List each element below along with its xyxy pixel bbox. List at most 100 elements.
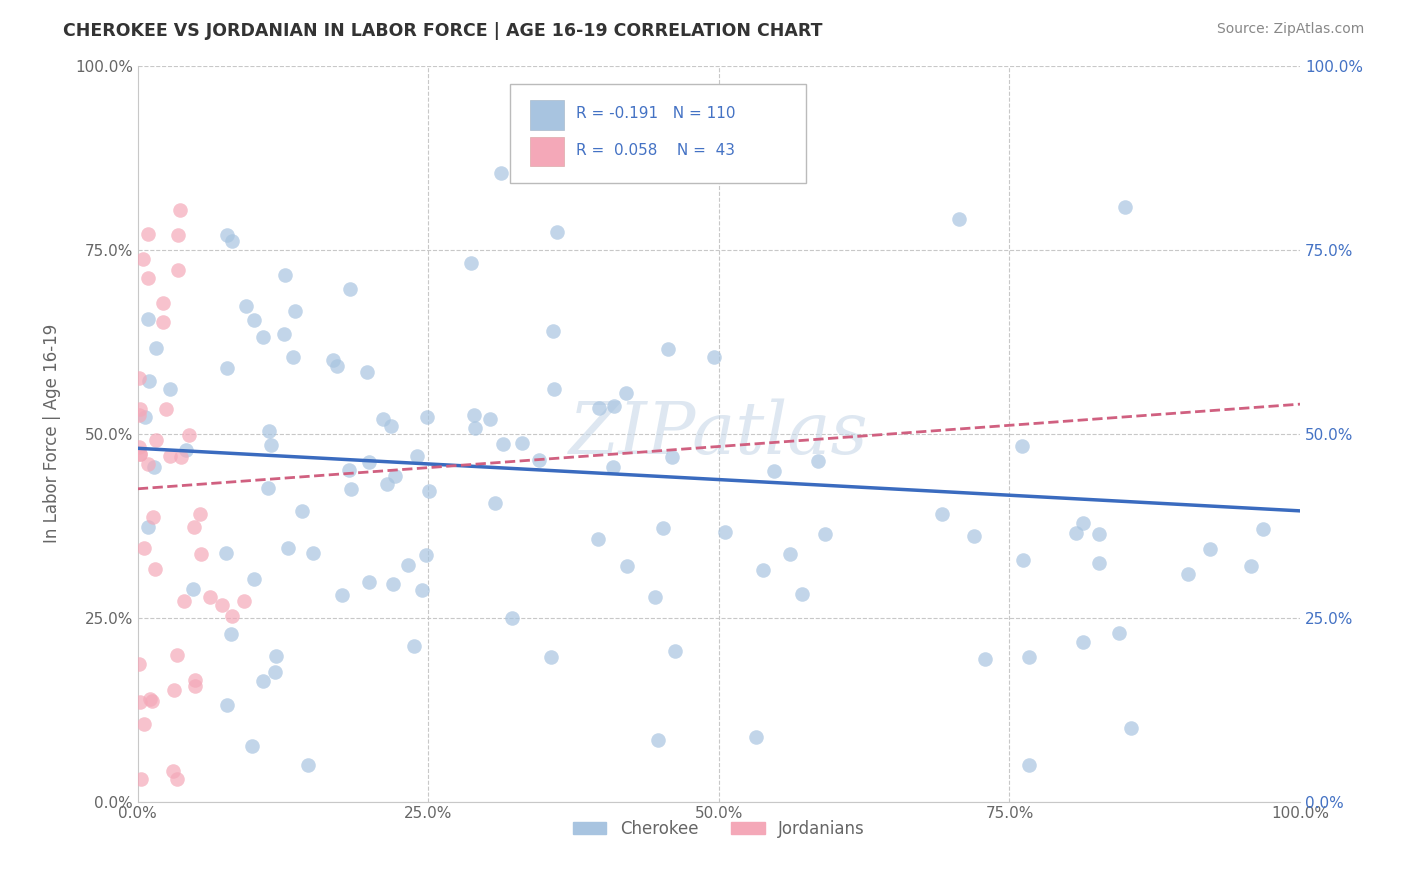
Point — [273, 326, 295, 341]
Point — [139, 692, 162, 706]
Point — [402, 640, 425, 654]
Point — [179, 427, 201, 442]
Point — [381, 577, 404, 591]
Text: R =  0.058    N =  43: R = 0.058 N = 43 — [576, 143, 735, 158]
Point — [166, 262, 188, 277]
Point — [463, 421, 485, 435]
Point — [170, 450, 193, 464]
Point — [252, 329, 274, 343]
Point — [326, 359, 349, 373]
Text: CHEROKEE VS JORDANIAN IN LABOR FORCE | AGE 16-19 CORRELATION CHART: CHEROKEE VS JORDANIAN IN LABOR FORCE | A… — [63, 22, 823, 40]
Point — [586, 532, 609, 546]
Text: Source: ZipAtlas.com: Source: ZipAtlas.com — [1216, 22, 1364, 37]
Point — [460, 256, 482, 270]
Point — [143, 561, 166, 575]
Point — [217, 361, 239, 376]
Point — [657, 343, 679, 357]
Point — [1199, 542, 1222, 557]
Point — [948, 211, 970, 226]
Point — [1064, 525, 1087, 540]
Point — [337, 463, 360, 477]
Point — [652, 521, 675, 535]
Point — [484, 496, 506, 510]
Point — [159, 449, 181, 463]
Point — [162, 764, 184, 779]
Point — [128, 447, 150, 461]
Point — [974, 652, 997, 666]
Point — [380, 419, 402, 434]
Point — [703, 350, 725, 364]
Text: ZIPatlas: ZIPatlas — [569, 399, 869, 469]
Point — [1073, 516, 1095, 531]
Point — [405, 449, 427, 463]
Point — [492, 436, 515, 450]
Point — [375, 477, 398, 491]
Point — [616, 558, 638, 573]
Point — [188, 508, 211, 522]
Point — [242, 312, 264, 326]
Point — [1088, 527, 1111, 541]
Point — [136, 457, 159, 471]
Point — [142, 459, 165, 474]
Point — [543, 382, 565, 396]
Point — [217, 698, 239, 712]
Point — [252, 674, 274, 689]
Y-axis label: In Labor Force | Age 16-19: In Labor Force | Age 16-19 — [44, 324, 60, 543]
Point — [167, 228, 190, 243]
Point — [463, 408, 485, 422]
Point — [602, 460, 624, 475]
Point — [200, 590, 222, 604]
Point — [478, 412, 501, 426]
Point — [807, 454, 830, 468]
Point — [128, 657, 150, 672]
Point — [145, 433, 167, 447]
Point — [235, 299, 257, 313]
Point — [1088, 556, 1111, 570]
Point — [297, 757, 319, 772]
Point — [264, 648, 287, 663]
Point — [301, 546, 323, 560]
Point — [274, 268, 297, 282]
Point — [134, 410, 156, 425]
Point — [263, 665, 285, 679]
Point — [416, 410, 439, 425]
Point — [1251, 521, 1274, 535]
Point — [129, 447, 152, 461]
Point — [132, 252, 155, 267]
Point — [384, 469, 406, 483]
Point — [963, 528, 986, 542]
Point — [540, 650, 562, 665]
Point — [1114, 201, 1136, 215]
Point — [243, 572, 266, 586]
Point — [174, 442, 197, 457]
Point — [814, 527, 837, 541]
Point — [603, 399, 626, 413]
Point — [217, 227, 239, 242]
Point — [190, 547, 212, 561]
Point — [281, 350, 304, 364]
Point — [396, 558, 419, 572]
Point — [1018, 757, 1040, 772]
Point — [152, 315, 174, 329]
Point — [588, 401, 610, 416]
Point — [169, 203, 191, 218]
Point — [792, 587, 814, 601]
Point — [661, 450, 683, 464]
Point — [415, 549, 437, 563]
Bar — [530, 137, 564, 167]
Point — [129, 695, 152, 709]
Point — [763, 464, 786, 478]
Point — [644, 590, 666, 604]
Point — [359, 455, 381, 469]
Point — [138, 312, 160, 326]
Point — [211, 598, 233, 612]
Point — [277, 541, 299, 556]
Point — [181, 582, 204, 597]
Point — [129, 772, 152, 787]
Point — [138, 374, 160, 388]
Point — [614, 385, 637, 400]
Point — [221, 608, 243, 623]
Point — [138, 520, 160, 534]
Point — [371, 412, 394, 426]
Point — [751, 563, 773, 577]
